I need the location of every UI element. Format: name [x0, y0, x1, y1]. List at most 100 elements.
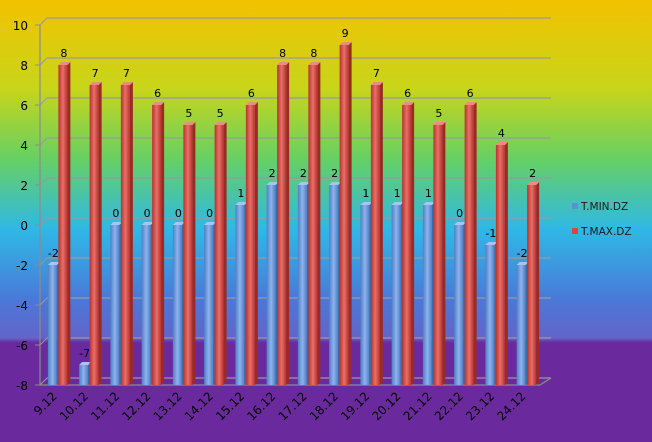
data-label: 1 [237, 187, 244, 200]
bar-t-min-dz [485, 245, 495, 385]
y-tick-label: -8 [16, 379, 28, 393]
bar-t-max-dz [308, 65, 318, 385]
bar-top [527, 182, 540, 185]
bar-top [391, 202, 404, 205]
bar-t-max-dz [433, 125, 443, 385]
data-labels: -2 8 -7 7 0 7 0 6 0 5 0 5 1 6 2 8 2 8 2 9 1 7 1 6 1 5 0 6 -1 4 -2 2 [48, 27, 536, 360]
legend-swatch [572, 203, 578, 209]
data-label: 6 [248, 87, 255, 100]
data-label: 0 [112, 207, 119, 220]
bar-t-min-dz [297, 185, 307, 385]
data-label: -7 [79, 347, 90, 360]
bar-top [89, 82, 102, 85]
bar-top [235, 202, 248, 205]
bar-top [58, 62, 71, 65]
data-label: -2 [48, 247, 59, 260]
bar-top [464, 102, 477, 105]
bar-t-max-dz [120, 85, 130, 385]
data-label: 4 [498, 127, 505, 140]
data-label: 7 [123, 67, 130, 80]
bar-side [192, 122, 196, 385]
bar-top [120, 82, 133, 85]
bar-top [277, 62, 290, 65]
data-label: 2 [300, 167, 307, 180]
bar-side [317, 62, 321, 385]
bar-t-min-dz [235, 205, 245, 385]
data-label: 1 [394, 187, 401, 200]
data-label: -1 [485, 227, 496, 240]
bar-top [183, 122, 196, 125]
bar-t-min-dz [141, 225, 151, 385]
bar-top [152, 102, 165, 105]
bar-side [67, 62, 71, 385]
bar-t-min-dz [172, 225, 182, 385]
bar-top [79, 362, 92, 365]
data-label: 7 [92, 67, 99, 80]
legend-swatch [572, 228, 578, 234]
bar-t-min-dz [391, 205, 401, 385]
x-axis-depth [539, 377, 552, 386]
gridline-side [39, 257, 48, 266]
data-label: 5 [185, 107, 192, 120]
bar-top [329, 182, 342, 185]
gridline-side [39, 337, 48, 346]
bar-side [348, 42, 352, 385]
bar-top [360, 202, 373, 205]
bar-top [495, 142, 508, 145]
gridline-side [39, 377, 48, 386]
bar-top [172, 222, 185, 225]
bar-top [370, 82, 383, 85]
data-label: 8 [310, 47, 317, 60]
bar-top [339, 42, 352, 45]
data-label: 6 [467, 87, 474, 100]
bar-top [110, 222, 123, 225]
gridline-side [39, 177, 48, 186]
legend-label: T.MIN.DZ [580, 201, 628, 213]
bar-side [129, 82, 133, 385]
bar-t-min-dz [47, 265, 57, 385]
bar-t-max-dz [183, 125, 193, 385]
bar-side [254, 102, 258, 385]
y-tick-label: -4 [16, 299, 28, 313]
data-label: 2 [331, 167, 338, 180]
bar-t-max-dz [89, 85, 99, 385]
bar-t-min-dz [79, 365, 89, 385]
legend: T.MIN.DZ T.MAX.DZ [572, 201, 632, 238]
y-tick-label: 6 [20, 99, 28, 113]
bar-t-max-dz [245, 105, 255, 385]
data-label: 2 [269, 167, 276, 180]
data-label: 7 [373, 67, 380, 80]
bar-side [98, 82, 102, 385]
bar-top [214, 122, 227, 125]
data-label: 0 [144, 207, 151, 220]
gridline-side [39, 297, 48, 306]
gridline-side [39, 137, 48, 146]
bar-top [422, 202, 435, 205]
bar-side [411, 102, 415, 385]
bar-side [161, 102, 165, 385]
bar-top [245, 102, 258, 105]
y-tick-label: 10 [13, 19, 28, 33]
gridline-side [39, 17, 48, 26]
y-tick-label: 4 [20, 139, 28, 153]
bar-t-min-dz [204, 225, 214, 385]
bar-t-min-dz [360, 205, 370, 385]
gridline-side [39, 57, 48, 66]
bar-t-max-dz [527, 185, 537, 385]
data-label: 8 [60, 47, 67, 60]
bar-t-min-dz [110, 225, 120, 385]
data-label: 5 [435, 107, 442, 120]
bar-t-max-dz [339, 45, 349, 385]
bar-top [516, 262, 529, 265]
y-tick-label: -6 [16, 339, 28, 353]
bar-side [473, 102, 477, 385]
data-label: 8 [279, 47, 286, 60]
bar-top [266, 182, 279, 185]
bar-t-max-dz [370, 85, 380, 385]
bar-t-max-dz [214, 125, 224, 385]
bar-side [223, 122, 227, 385]
bar-top [204, 222, 217, 225]
data-label: 0 [456, 207, 463, 220]
bar-top [454, 222, 467, 225]
